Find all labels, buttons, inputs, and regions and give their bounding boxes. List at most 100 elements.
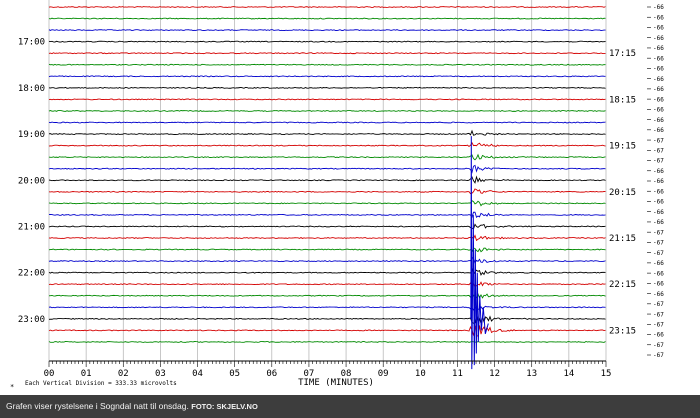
footnote-marker: * <box>10 383 14 391</box>
hour-label-left: 19:00 <box>18 130 45 140</box>
gain-label: -67 <box>653 147 664 154</box>
trace-line <box>48 247 606 253</box>
x-axis: 00 01 02 03 04 05 06 07 08 09 10 11 12 13 14 15 <box>44 360 611 379</box>
hour-label-right: 23:15 <box>609 326 636 336</box>
gain-label: -66 <box>653 66 664 73</box>
x-tick-label: 09 <box>378 369 389 379</box>
trace-line <box>48 256 606 265</box>
x-tick-label: 10 <box>415 369 426 379</box>
gain-label: -66 <box>653 260 664 267</box>
hour-label-right: 21:15 <box>609 234 636 244</box>
gain-label: -66 <box>653 281 664 288</box>
trace-line <box>48 110 606 112</box>
gain-label: -66 <box>653 14 664 21</box>
gain-label: -66 <box>653 168 664 175</box>
trace-line <box>48 141 606 148</box>
trace-line <box>48 211 606 219</box>
x-axis-title: TIME (MINUTES) <box>298 378 374 388</box>
gain-label: -66 <box>653 55 664 62</box>
gain-label: -67 <box>653 321 664 328</box>
photo-caption: Grafen viser rystelsene i Sogndal natt t… <box>0 395 700 418</box>
gain-label: -66 <box>653 86 664 93</box>
trace-line <box>48 17 606 20</box>
gain-label: -66 <box>653 107 664 114</box>
x-tick-label: 03 <box>155 369 166 379</box>
gain-label: -67 <box>653 229 664 236</box>
x-tick-label: 06 <box>266 369 277 379</box>
trace-line <box>48 29 606 32</box>
x-tick-label: 07 <box>304 369 315 379</box>
gain-label: -66 <box>653 25 664 32</box>
trace-line <box>48 98 606 101</box>
trace-line <box>48 75 606 78</box>
trace-line <box>48 175 606 184</box>
trace-line <box>48 40 606 43</box>
gain-label: -66 <box>653 76 664 83</box>
caption-credit: FOTO: SKJELV.NO <box>191 402 258 411</box>
x-tick-label: 12 <box>489 369 500 379</box>
hour-label-left: 17:00 <box>18 38 45 48</box>
hour-label-right: 22:15 <box>609 280 636 290</box>
x-tick-label: 02 <box>118 369 129 379</box>
trace-line <box>48 86 606 89</box>
gain-labels: -66 -66 -66 -66 -66 -66 -66 -66 -66 -66 -66 -66 -66 -… <box>647 4 664 359</box>
x-tick-label: 00 <box>44 369 55 379</box>
trace-line <box>48 129 606 136</box>
gain-label: -67 <box>653 301 664 308</box>
gain-label: -66 <box>653 96 664 103</box>
gain-label: -66 <box>653 332 664 339</box>
caption-text: Grafen viser rystelsene i Sogndal natt t… <box>6 401 189 411</box>
gain-label: -66 <box>653 188 664 195</box>
event-spike <box>470 136 489 370</box>
hour-label-left: 22:00 <box>18 269 45 279</box>
gain-label: -67 <box>653 352 664 359</box>
trace-line <box>48 325 606 337</box>
trace-line <box>48 292 606 299</box>
gain-label: -66 <box>653 35 664 42</box>
gain-label: -67 <box>653 250 664 257</box>
trace-line <box>48 341 606 343</box>
trace-line <box>48 234 606 242</box>
trace-line <box>48 6 606 8</box>
hour-label-left: 21:00 <box>18 222 45 232</box>
trace-line <box>48 267 606 276</box>
trace-line <box>48 121 606 124</box>
gain-label: -67 <box>653 342 664 349</box>
hour-label-right: 19:15 <box>609 142 636 152</box>
vertical-division-footnote: Each Vertical Division = 333.33 microvol… <box>25 380 177 387</box>
trace-line <box>48 200 606 207</box>
hour-label-left: 18:00 <box>18 84 45 94</box>
hour-label-right: 20:15 <box>609 188 636 198</box>
hour-label-left: 23:00 <box>18 315 45 325</box>
gain-label: -67 <box>653 158 664 165</box>
right-hour-labels: 17:15 18:15 19:15 20:15 21:15 22:15 23:15 <box>609 49 636 336</box>
trace-line <box>48 164 606 174</box>
hour-label-right: 17:15 <box>609 49 636 59</box>
trace-line <box>48 153 606 161</box>
x-tick-label: 14 <box>563 369 574 379</box>
x-tick-label: 13 <box>526 369 537 379</box>
gain-label: -67 <box>653 311 664 318</box>
trace-line <box>48 188 606 195</box>
x-tick-label: 08 <box>341 369 352 379</box>
gain-label: -66 <box>653 209 664 216</box>
trace-line <box>48 223 606 230</box>
trace-line <box>48 63 606 66</box>
x-tick-label: 01 <box>81 369 92 379</box>
gain-label: -66 <box>653 45 664 52</box>
hour-label-right: 18:15 <box>609 95 636 105</box>
gain-label: -66 <box>653 117 664 124</box>
trace-line <box>48 281 606 289</box>
gain-label: -67 <box>653 137 664 144</box>
x-tick-label: 11 <box>452 369 463 379</box>
gain-label: -66 <box>653 270 664 277</box>
gain-label: -67 <box>653 240 664 247</box>
hour-label-left: 20:00 <box>18 176 45 186</box>
x-tick-label: 05 <box>229 369 240 379</box>
seismogram-chart: 17:00 18:00 19:00 20:00 21:00 22:00 23:00 17:1… <box>10 0 664 391</box>
trace-line <box>48 305 606 311</box>
gain-label: -66 <box>653 178 664 185</box>
x-tick-label: 04 <box>192 369 203 379</box>
gain-label: -66 <box>653 199 664 206</box>
gain-label: -66 <box>653 219 664 226</box>
